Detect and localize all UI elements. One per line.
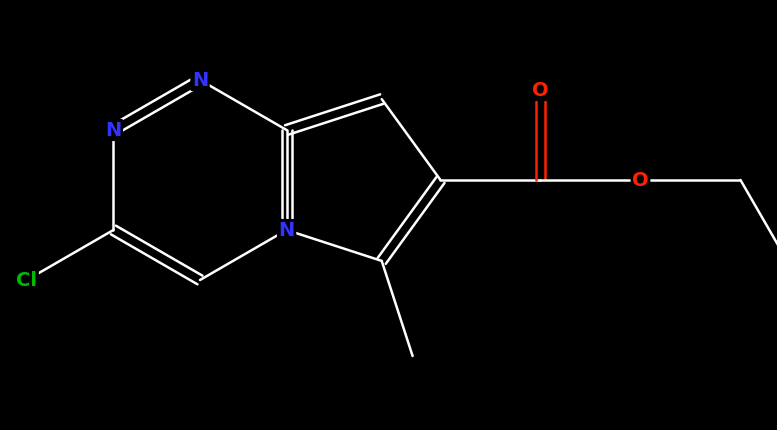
- Text: N: N: [105, 120, 121, 139]
- Text: O: O: [532, 80, 549, 99]
- Text: Cl: Cl: [16, 270, 37, 289]
- Text: N: N: [192, 71, 208, 89]
- Text: N: N: [278, 221, 294, 240]
- Text: O: O: [632, 171, 649, 190]
